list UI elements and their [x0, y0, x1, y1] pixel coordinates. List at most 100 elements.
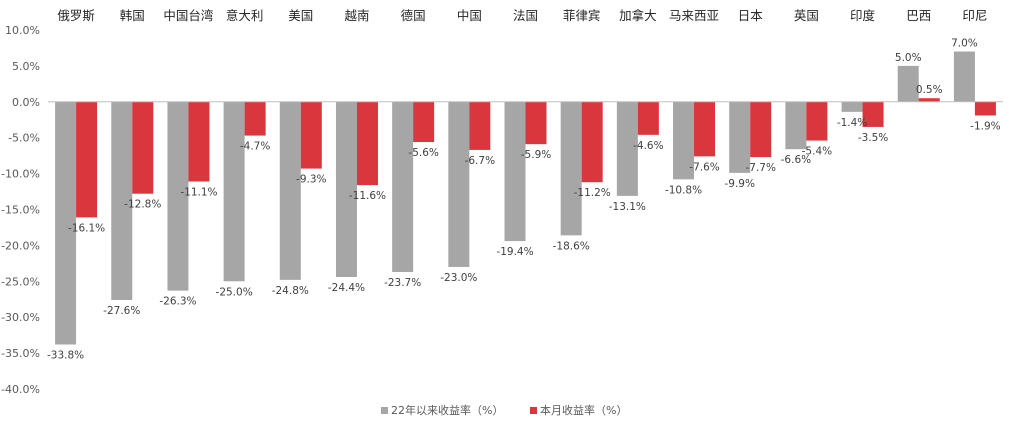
category-label: 中国台湾 [163, 8, 213, 23]
bar-ytd [616, 101, 638, 196]
data-label-month: -11.1% [180, 186, 217, 198]
data-label-month: -5.6% [408, 147, 438, 159]
data-label-ytd: -1.4% [837, 117, 867, 129]
data-label-ytd: -23.7% [384, 277, 421, 289]
data-label-ytd: -9.9% [724, 178, 754, 190]
bar-ytd [167, 101, 189, 291]
data-label-ytd: -27.6% [103, 305, 140, 317]
bar-month [806, 101, 828, 141]
y-axis: 10.0% 5.0% 0.0% -5.0% -10.0% -15.0% -20.0% -25.… [1, 24, 40, 396]
data-label-month: -3.5% [858, 132, 888, 144]
category-label: 意大利 [226, 8, 264, 23]
bar-month [918, 98, 940, 102]
legend-label-month: 本月收益率（%） [540, 403, 627, 417]
category-label: 中国 [457, 8, 482, 23]
legend-label-ytd: 22年以来收益率（%） [391, 403, 503, 417]
legend-swatch-ytd [381, 407, 388, 414]
data-label-ytd: -19.4% [496, 246, 533, 258]
bar-month [469, 101, 491, 150]
data-label-ytd: -18.6% [553, 240, 590, 252]
data-label-month: -16.1% [68, 222, 105, 234]
bar-ytd [335, 101, 357, 277]
bar-month [581, 101, 603, 183]
bar-ytd [504, 101, 526, 242]
bar-ytd [673, 101, 695, 180]
data-label-month: -7.7% [745, 162, 775, 174]
bar-ytd [223, 101, 245, 282]
category-label: 法国 [513, 8, 538, 23]
data-label-ytd: -24.8% [272, 285, 309, 297]
bar-month [750, 101, 772, 158]
data-label-ytd: -6.6% [781, 154, 811, 166]
data-label-month: -9.3% [296, 174, 326, 186]
bar-month [637, 101, 659, 135]
bar-month [862, 101, 884, 127]
category-label: 英国 [794, 8, 819, 23]
category-label: 印尼 [962, 8, 987, 23]
data-label-month: -4.6% [633, 140, 663, 152]
data-label-month: -5.4% [802, 146, 832, 158]
bar-ytd [392, 101, 414, 272]
category-label: 德国 [401, 8, 426, 23]
bar-month [694, 101, 716, 157]
data-label-month: -11.6% [349, 190, 386, 202]
bar-month [188, 101, 210, 182]
data-label-month: -4.7% [240, 141, 270, 153]
data-label-month: -7.6% [689, 161, 719, 173]
data-label-ytd: -25.0% [216, 286, 253, 298]
category-label: 加拿大 [619, 8, 657, 23]
bar-ytd [953, 51, 975, 102]
data-label-ytd: -23.0% [440, 272, 477, 284]
category-label: 巴西 [906, 8, 931, 23]
y-tick-label: 0.0% [12, 96, 40, 109]
data-label-ytd: -33.8% [47, 349, 84, 361]
category-label: 俄罗斯 [57, 8, 95, 23]
bar-month [356, 101, 378, 186]
bar-ytd [111, 101, 133, 300]
data-label-ytd: -26.3% [159, 296, 196, 308]
legend-swatch-month [530, 407, 537, 414]
category-label: 韩国 [120, 8, 145, 23]
data-label-month: 0.5% [916, 84, 943, 96]
bar-ytd [729, 101, 751, 173]
y-tick-label: -15.0% [1, 204, 40, 217]
bar-ytd [785, 101, 807, 150]
category-label: 菲律宾 [563, 8, 601, 23]
category-label: 印度 [850, 8, 876, 23]
y-tick-label: -10.0% [1, 168, 40, 181]
y-tick-label: 5.0% [12, 60, 40, 73]
y-tick-label: -35.0% [1, 347, 40, 360]
data-label-ytd: -24.4% [328, 282, 365, 294]
bar-month [974, 101, 996, 116]
bar-month [525, 101, 547, 145]
bar-ytd [55, 101, 77, 345]
legend: 22年以来收益率（%） 本月收益率（%） [381, 403, 627, 417]
y-tick-label: -40.0% [1, 383, 40, 396]
bars [55, 51, 996, 345]
data-label-month: -5.9% [521, 149, 551, 161]
bar-ytd [560, 101, 582, 236]
bar-ytd [448, 101, 470, 267]
bar-ytd [841, 101, 863, 112]
data-label-ytd: -13.1% [609, 201, 646, 213]
data-label-ytd: -10.8% [665, 184, 702, 196]
y-tick-label: -5.0% [8, 132, 40, 145]
category-label: 马来西亚 [669, 8, 719, 23]
y-tick-label: -30.0% [1, 311, 40, 324]
category-label: 日本 [738, 8, 764, 23]
y-tick-label: -25.0% [1, 275, 40, 288]
category-label: 美国 [288, 8, 313, 23]
category-label: 越南 [344, 8, 369, 23]
bar-ytd [897, 65, 919, 102]
data-label-ytd: 5.0% [895, 52, 922, 64]
data-label-month: -1.9% [970, 120, 1000, 132]
data-label-month: -12.8% [124, 199, 161, 211]
y-tick-label: -20.0% [1, 239, 40, 252]
bar-month [244, 101, 266, 136]
y-tick-label: 10.0% [5, 24, 40, 37]
bar-ytd [279, 101, 301, 280]
bar-month [413, 101, 435, 143]
bar-month [132, 101, 154, 194]
data-label-month: -6.7% [465, 155, 495, 167]
